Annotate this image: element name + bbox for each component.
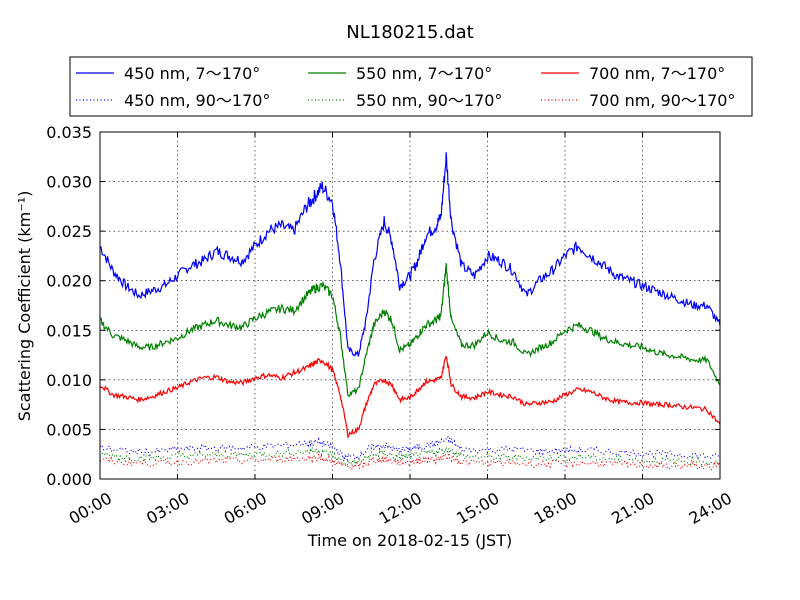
grid-lines [100,132,720,479]
x-axis-label: Time on 2018-02-15 (JST) [307,531,512,550]
legend-label-5: 700 nm, 90～170° [589,91,735,110]
y-tick-label: 0.030 [46,173,92,192]
x-tick-label: 12:00 [376,488,425,528]
y-tick-label: 0.035 [46,123,92,142]
y-tick-label: 0.010 [46,371,92,390]
x-tick-label: 00:00 [66,488,115,528]
y-tick-label: 0.020 [46,272,92,291]
series-line-1 [99,263,721,398]
y-tick-label: 0.015 [46,321,92,340]
series-line-5 [99,452,721,472]
series-layer [99,152,721,472]
legend-label-3: 450 nm, 90～170° [124,91,270,110]
legend-label-1: 550 nm, 7～170° [356,64,492,83]
series-line-4 [99,446,721,467]
x-tick-label: 09:00 [298,488,347,528]
series-line-0 [99,152,721,357]
x-tick-label: 03:00 [143,488,192,528]
legend-box [69,56,753,117]
legend-label-4: 550 nm, 90～170° [356,91,502,110]
y-tick-label: 0.000 [46,470,92,489]
legend-label-2: 700 nm, 7～170° [589,64,725,83]
x-tick-label: 21:00 [608,488,657,528]
y-tick-label: 0.005 [46,420,92,439]
plot-frame [99,131,721,480]
x-tick-label: 15:00 [453,488,502,528]
legend-label-0: 450 nm, 7～170° [124,64,260,83]
y-axis-label: Scattering Coefficient (km⁻¹) [15,191,34,422]
axis-ticks: 00:00 03:00 06:00 09:00 12:00 15:00 18:00 21:00… [46,123,735,528]
legend: 450 nm, 7～170° 550 nm, 7～170° 700 nm, 7～17… [69,56,753,117]
series-line-3 [99,436,721,462]
x-tick-label: 18:00 [531,488,580,528]
x-tick-label: 06:00 [221,488,270,528]
series-line-2 [99,355,721,439]
y-tick-label: 0.025 [46,222,92,241]
chart-title: NL180215.dat [346,22,473,43]
x-tick-label: 24:00 [686,488,735,528]
